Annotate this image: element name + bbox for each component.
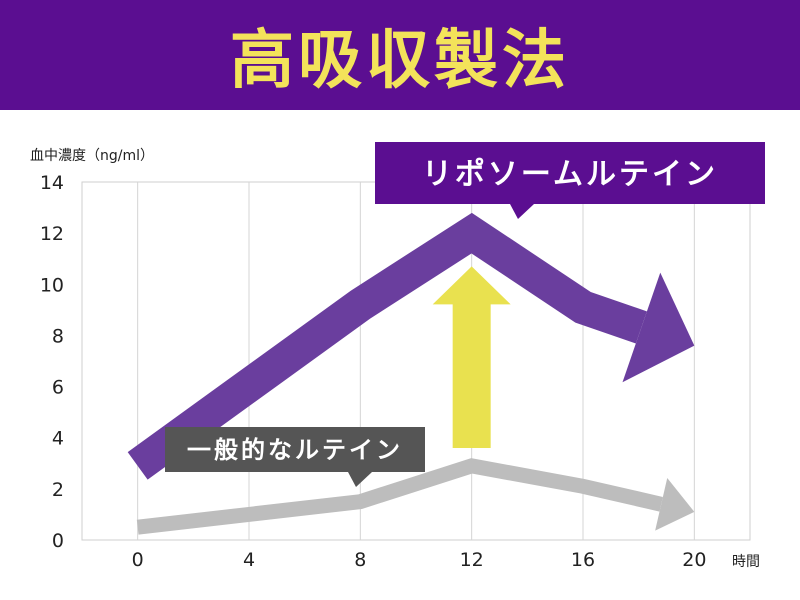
y-tick-label: 10 [40, 274, 64, 296]
x-tick-label: 12 [460, 549, 484, 571]
series-general-arrowhead [655, 477, 695, 531]
series-liposome-callout-box [375, 142, 765, 204]
series-liposome-line [127, 212, 647, 480]
x-tick-label: 0 [132, 549, 144, 571]
y-tick-label: 14 [40, 172, 64, 194]
series-general-callout-tail [348, 472, 372, 487]
x-axis-unit: 時間 [732, 554, 760, 570]
series-liposome-callout-tail [510, 204, 534, 219]
series-general-line [136, 458, 663, 535]
page-title: 高吸収製法 [230, 24, 570, 98]
series-general-callout-box [165, 427, 425, 472]
y-tick-label: 8 [52, 325, 64, 347]
y-tick-label: 0 [52, 530, 64, 552]
x-tick-label: 4 [243, 549, 255, 571]
y-tick-label: 6 [52, 377, 64, 399]
series-liposome-arrowhead [622, 272, 695, 383]
increase-arrow [432, 266, 511, 448]
x-tick-label: 16 [571, 549, 595, 571]
y-tick-label: 4 [52, 428, 64, 450]
x-tick-label: 8 [354, 549, 366, 571]
title-banner: 高吸収製法 [0, 0, 800, 110]
y-tick-label: 2 [52, 479, 64, 501]
x-tick-label: 20 [682, 549, 706, 571]
y-tick-label: 12 [40, 223, 64, 245]
series-liposome-callout-label: リポソームルテイン [422, 157, 718, 192]
series-general-callout-label: 一般的なルテイン [187, 436, 403, 464]
y-axis-label: 血中濃度（ng/ml） [30, 148, 155, 164]
